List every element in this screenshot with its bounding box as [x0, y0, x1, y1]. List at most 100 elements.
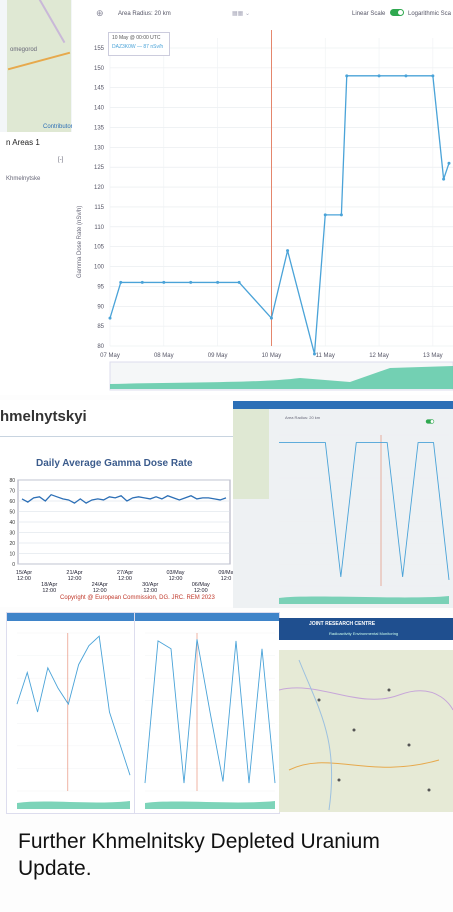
monitoring-map[interactable] — [279, 650, 453, 812]
x-tick-label: 18/Apr — [41, 582, 57, 588]
linear-scale-label: Linear Scale — [352, 11, 386, 17]
main-screenshot: omegorod Contributor n Areas 1 [-] Khmel… — [0, 0, 453, 395]
x-tick-label: 15/Apr — [16, 570, 32, 576]
x-tick-label: 12:00 — [42, 588, 56, 592]
y-tick-label: 90 — [97, 304, 104, 310]
y-tick-label: 80 — [9, 478, 15, 484]
x-tick-label: 07 May — [100, 353, 120, 359]
map-road — [288, 759, 440, 771]
x-tick-label: 12:00 — [194, 588, 208, 592]
secondary-chart[interactable] — [269, 423, 453, 608]
data-point — [162, 280, 166, 284]
data-point — [216, 280, 220, 284]
y-tick-label: 105 — [94, 245, 105, 251]
org-subtitle: Radioactivity Environmental Monitoring — [329, 631, 399, 636]
navigator-area — [145, 801, 275, 809]
x-tick-label: 12 May — [369, 353, 389, 359]
areas-label: n Areas 1 — [6, 138, 40, 147]
y-tick-label: 70 — [9, 489, 15, 495]
map-station-marker — [352, 728, 356, 732]
data-point — [119, 280, 123, 284]
series-line — [21, 493, 227, 504]
x-tick-label: 24/Apr — [92, 582, 108, 588]
x-tick-label: 03/May — [166, 570, 184, 576]
map-station-marker — [317, 698, 321, 702]
y-axis-label: Gamma Dose Rate (nSv/h) — [77, 206, 83, 278]
data-point — [447, 161, 451, 165]
data-point — [431, 74, 435, 78]
daily-average-chart[interactable]: 8070605040302010015/Apr12:0018/Apr12:002… — [0, 472, 233, 592]
grid-icon[interactable]: ▦▦ ⌄ — [232, 11, 251, 17]
data-point — [345, 74, 349, 78]
y-tick-label: 50 — [9, 510, 15, 516]
data-point — [108, 316, 112, 320]
map-thumbnail[interactable]: omegorod Contributor — [7, 0, 73, 132]
scale-toggle[interactable] — [390, 9, 404, 16]
map-border — [38, 0, 66, 44]
daily-chart-title: Daily Average Gamma Dose Rate — [36, 458, 193, 469]
window-titlebar — [7, 613, 134, 621]
map-attribution[interactable]: Contributor — [43, 124, 73, 130]
scale-toggle[interactable] — [425, 419, 435, 424]
collapse-icon[interactable]: [-] — [58, 157, 64, 163]
map-screenshot: JOINT RESEARCH CENTRE Radioactivity Envi… — [279, 618, 453, 812]
x-tick-label: 08 May — [154, 353, 174, 359]
x-tick-label: 11 May — [316, 353, 335, 359]
daily-average-screenshot: hmelnytskyi Daily Average Gamma Dose Rat… — [0, 400, 233, 607]
place-label: Khmelnytske — [6, 176, 41, 182]
y-tick-label: 150 — [94, 66, 105, 72]
data-point — [312, 352, 316, 356]
map-place-label: omegorod — [10, 47, 38, 53]
y-tick-label: 155 — [94, 46, 105, 52]
y-tick-label: 60 — [9, 499, 15, 505]
map-thumbnail[interactable] — [233, 409, 269, 499]
small-chart-1[interactable] — [7, 621, 134, 813]
x-tick-label: 06/May — [192, 582, 210, 588]
data-point — [323, 213, 327, 217]
secondary-chart-screenshot: Area Radius: 20 km — [233, 401, 453, 608]
map-station-marker — [387, 688, 391, 692]
data-point — [140, 280, 144, 284]
x-tick-label: 10 May — [262, 353, 282, 359]
map-station-marker — [407, 743, 411, 747]
dose-rate-chart[interactable]: Gamma Dose Rate (nSv/h) 80 85 90 95 100 105 11… — [72, 28, 453, 395]
series-line — [279, 442, 450, 581]
logarithmic-scale-label: Logarithmic Sca — [408, 11, 452, 17]
navigator-area — [279, 596, 449, 604]
x-tick-label: 30/Apr — [142, 582, 158, 588]
left-column: n Areas 1 [-] Khmelnytske — [0, 132, 73, 395]
data-point — [286, 249, 290, 253]
y-tick-label: 125 — [94, 165, 105, 171]
y-tick-label: 40 — [9, 520, 15, 526]
area-radius-select[interactable]: Area Radius: 20 km — [285, 415, 321, 420]
tooltip: 10 May @ 00:00 UTC DAZ3K0W — 87 nSv/h — [108, 32, 170, 56]
area-radius-select[interactable]: Area Radius: 20 km — [118, 11, 171, 17]
x-tick-label: 21/Apr — [66, 570, 82, 576]
small-chart-2[interactable] — [135, 621, 279, 813]
data-point — [442, 177, 446, 181]
x-tick-label: 12:00 — [93, 588, 107, 592]
x-tick-label: 12:0 — [221, 576, 232, 582]
map-road — [7, 51, 71, 71]
data-point — [189, 280, 193, 284]
jrc-header: JOINT RESEARCH CENTRE Radioactivity Envi… — [279, 618, 453, 640]
x-tick-label: 12:00 — [143, 588, 157, 592]
org-name: JOINT RESEARCH CENTRE — [309, 621, 376, 627]
y-tick-label: 0 — [12, 562, 15, 568]
tooltip-value: 87 nSv/h — [143, 44, 164, 50]
y-tick-label: 10 — [9, 552, 15, 558]
y-tick-label: 85 — [97, 324, 104, 330]
target-icon[interactable]: ⊕ — [96, 8, 104, 18]
y-tick-label: 140 — [94, 106, 105, 112]
y-tick-label: 100 — [94, 265, 105, 271]
y-tick-label: 130 — [94, 145, 105, 151]
y-tick-label: 20 — [9, 541, 15, 547]
y-tick-label: 145 — [94, 86, 105, 92]
station-header: hmelnytskyi — [0, 408, 87, 425]
tooltip-series: DAZ3K0W — [112, 44, 136, 50]
window-titlebar — [135, 613, 279, 621]
series-line — [16, 635, 131, 776]
y-tick-label: 135 — [94, 125, 105, 131]
x-tick-label: 12:00 — [68, 576, 82, 582]
toolbar: ⊕ Area Radius: 20 km ▦▦ ⌄ Linear Scale L… — [72, 0, 453, 29]
